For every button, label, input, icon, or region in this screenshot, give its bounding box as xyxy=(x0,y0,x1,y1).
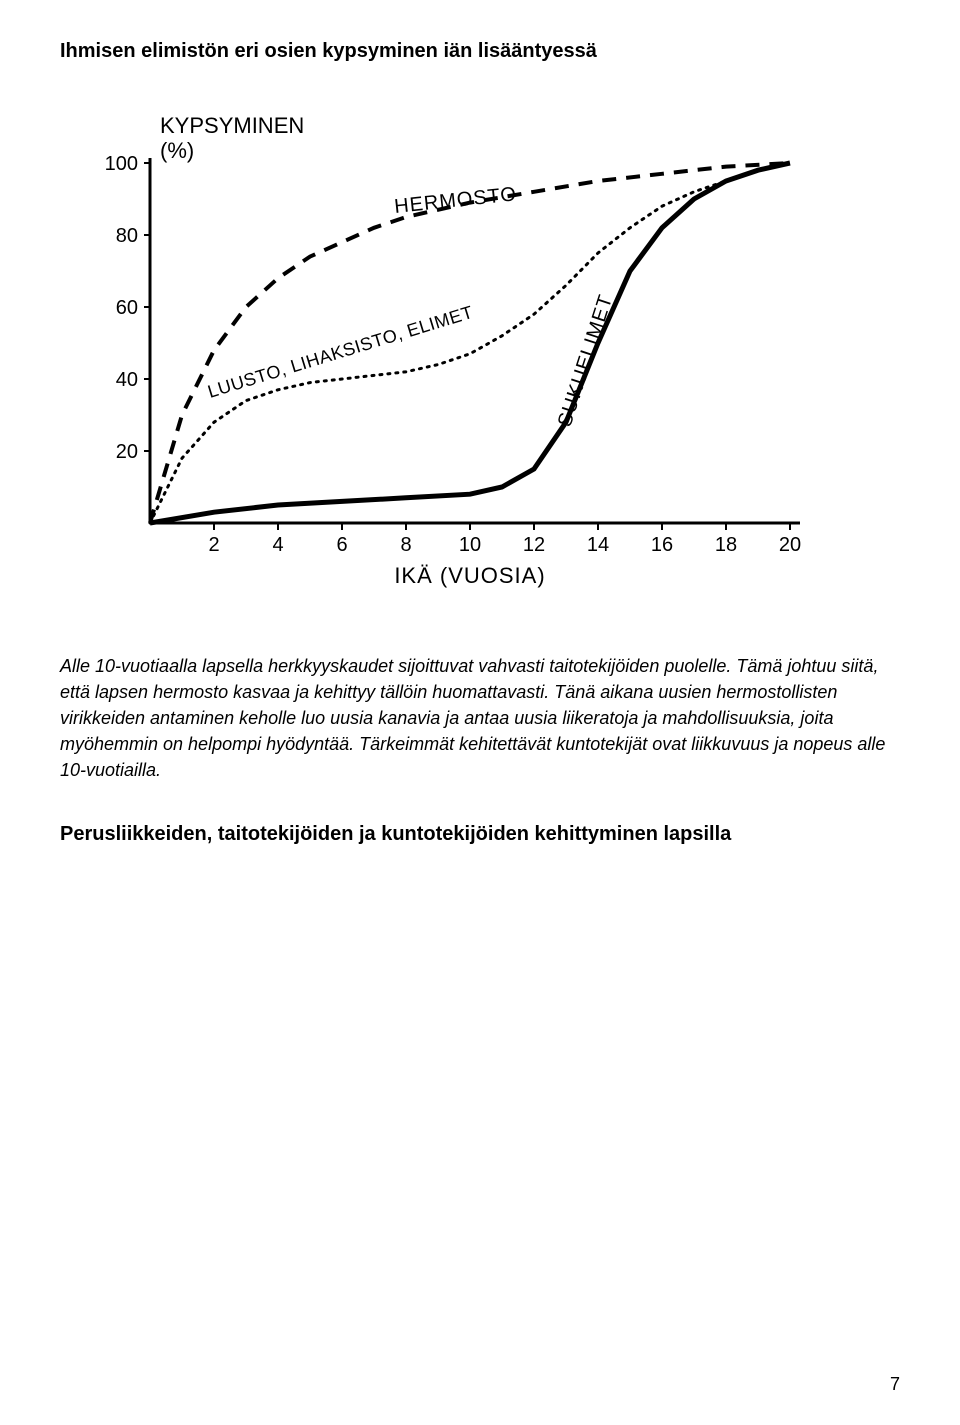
svg-text:4: 4 xyxy=(272,534,283,556)
page-title: Ihmisen elimistön eri osien kypsyminen i… xyxy=(60,40,900,63)
svg-text:16: 16 xyxy=(651,534,673,556)
svg-text:80: 80 xyxy=(116,225,138,247)
section-heading: Perusliikkeiden, taitotekijöiden ja kunt… xyxy=(60,823,900,846)
y-tick-labels: 20 40 60 80 100 xyxy=(105,153,138,463)
series-sukuelimet xyxy=(150,163,790,523)
svg-text:100: 100 xyxy=(105,153,138,175)
svg-text:10: 10 xyxy=(459,534,481,556)
svg-text:18: 18 xyxy=(715,534,737,556)
y-axis-label-2: (%) xyxy=(160,138,194,163)
series-hermosto xyxy=(150,163,790,523)
svg-text:2: 2 xyxy=(208,534,219,556)
svg-text:12: 12 xyxy=(523,534,545,556)
svg-text:8: 8 xyxy=(400,534,411,556)
series-luusto xyxy=(150,163,790,523)
maturation-chart: 20 40 60 80 100 2 4 6 8 10 12 14 xyxy=(60,103,840,593)
series-hermosto-label: HERMOSTO xyxy=(393,183,518,218)
svg-text:20: 20 xyxy=(116,441,138,463)
series-luusto-label: LUUSTO, LIHAKSISTO, ELIMET xyxy=(205,302,475,402)
body-paragraph: Alle 10-vuotiaalla lapsella herkkyyskaud… xyxy=(60,653,900,783)
page-number: 7 xyxy=(890,1374,900,1395)
svg-text:6: 6 xyxy=(336,534,347,556)
svg-text:40: 40 xyxy=(116,369,138,391)
svg-text:20: 20 xyxy=(779,534,801,556)
x-axis-label: IKÄ (VUOSIA) xyxy=(394,563,545,588)
series-sukuelimet-label: SUKUELIMET xyxy=(554,292,618,430)
x-tick-labels: 2 4 6 8 10 12 14 16 18 20 xyxy=(208,534,801,556)
svg-text:14: 14 xyxy=(587,534,609,556)
svg-text:60: 60 xyxy=(116,297,138,319)
y-axis-label-1: KYPSYMINEN xyxy=(160,113,304,138)
